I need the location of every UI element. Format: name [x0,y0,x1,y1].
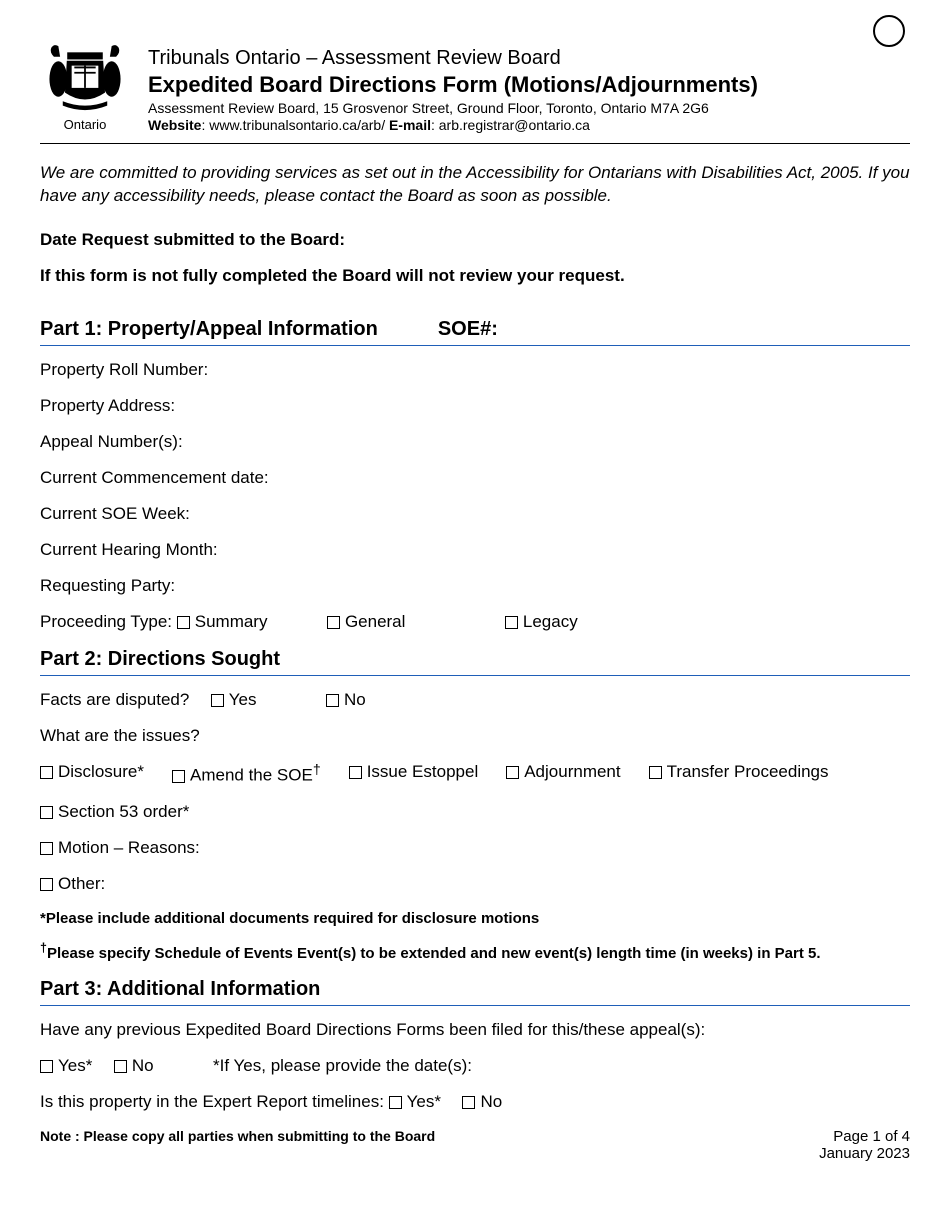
other-checkbox[interactable] [40,878,53,891]
dagger-text: Please specify Schedule of Events Event(… [47,945,821,962]
facts-no-option: No [344,690,366,709]
legacy-option: Legacy [523,612,578,631]
page-footer: Note : Please copy all parties when subm… [40,1128,910,1162]
issues-row-1: Disclosure* Amend the SOE† Issue Estoppe… [40,762,910,786]
soe-week-field: Current SOE Week: [40,504,910,524]
summary-option: Summary [195,612,268,631]
amend-soe-item: Amend the SOE† [172,762,321,786]
requesting-party-field: Requesting Party: [40,576,910,596]
facts-disputed-label: Facts are disputed? [40,690,189,709]
part2-title: Part 2: Directions Sought [40,648,910,671]
website-value: : www.tribunalsontario.ca/arb/ [201,117,389,133]
facts-yes-option: Yes [229,690,257,709]
amend-soe-dagger: † [313,762,321,778]
transfer-item: Transfer Proceedings [649,762,829,786]
previous-ebd-label: Have any previous Expedited Board Direct… [40,1020,910,1040]
section53-checkbox[interactable] [40,806,53,819]
issue-estoppel-option: Issue Estoppel [367,762,479,781]
amend-soe-checkbox[interactable] [172,770,185,783]
section53-row: Section 53 order* [40,802,910,822]
disclosure-checkbox[interactable] [40,766,53,779]
if-yes-label: *If Yes, please provide the date(s): [213,1056,472,1075]
crest-label: Ontario [64,117,107,132]
accessibility-notice: We are committed to providing services a… [40,162,910,208]
transfer-option: Transfer Proceedings [667,762,829,781]
expert-yes-checkbox[interactable] [389,1096,402,1109]
previous-no-checkbox[interactable] [114,1060,127,1073]
disclosure-option: Disclosure* [58,762,144,781]
previous-yes-checkbox[interactable] [40,1060,53,1073]
commencement-date-field: Current Commencement date: [40,468,910,488]
header-divider [40,143,910,144]
org-name: Tribunals Ontario – Assessment Review Bo… [148,47,910,70]
amend-soe-option: Amend the SOE [190,766,313,785]
hearing-month-field: Current Hearing Month: [40,540,910,560]
page-number: Page 1 of 4 [819,1128,910,1145]
status-circle-icon [873,15,905,47]
other-row: Other: [40,874,910,894]
expert-report-row: Is this property in the Expert Report ti… [40,1092,910,1112]
asterisk-note: *Please include additional documents req… [40,910,910,927]
form-title: Expedited Board Directions Form (Motions… [148,72,910,98]
part3-title: Part 3: Additional Information [40,978,910,1001]
soe-number-label: SOE#: [438,318,498,341]
part3-divider [40,1005,910,1006]
footer-note: Note : Please copy all parties when subm… [40,1128,435,1144]
property-address-field: Property Address: [40,396,910,416]
legacy-checkbox[interactable] [505,616,518,629]
proceeding-type-label: Proceeding Type: [40,612,177,631]
motion-row: Motion – Reasons: [40,838,910,858]
issue-estoppel-checkbox[interactable] [349,766,362,779]
previous-yes-option: Yes* [58,1056,92,1075]
contact-line: Website: www.tribunalsontario.ca/arb/ E-… [148,117,910,133]
transfer-checkbox[interactable] [649,766,662,779]
part1-header-row: Part 1: Property/Appeal Information SOE#… [40,302,910,345]
facts-disputed-row: Facts are disputed? Yes No [40,690,910,710]
issue-estoppel-item: Issue Estoppel [349,762,479,786]
adjournment-checkbox[interactable] [506,766,519,779]
disclosure-item: Disclosure* [40,762,144,786]
adjournment-item: Adjournment [506,762,620,786]
issues-label: What are the issues? [40,726,910,746]
dagger-symbol: † [40,941,47,955]
summary-checkbox[interactable] [177,616,190,629]
part1-title: Part 1: Property/Appeal Information [40,318,378,341]
facts-no-checkbox[interactable] [326,694,339,707]
other-option: Other: [58,874,105,893]
email-label: E-mail [389,117,431,133]
adjournment-option: Adjournment [524,762,620,781]
ontario-crest: Ontario [40,35,130,135]
expert-no-checkbox[interactable] [462,1096,475,1109]
crest-icon [40,39,130,119]
expert-report-label: Is this property in the Expert Report ti… [40,1092,389,1111]
appeal-number-field: Appeal Number(s): [40,432,910,452]
property-roll-field: Property Roll Number: [40,360,910,380]
previous-no-option: No [132,1056,154,1075]
dagger-note: †Please specify Schedule of Events Event… [40,941,910,962]
general-option: General [345,612,405,631]
proceeding-type-row: Proceeding Type: Summary General Legacy [40,612,910,632]
email-value: : arb.registrar@ontario.ca [431,117,590,133]
section53-option: Section 53 order* [58,802,189,821]
completion-warning: If this form is not fully completed the … [40,266,910,286]
footer-right: Page 1 of 4 January 2023 [819,1128,910,1162]
date-request-label: Date Request submitted to the Board: [40,230,910,250]
footer-date: January 2023 [819,1145,910,1162]
part2-divider [40,675,910,676]
general-checkbox[interactable] [327,616,340,629]
facts-yes-checkbox[interactable] [211,694,224,707]
document-header: Ontario Tribunals Ontario – Assessment R… [40,35,910,135]
website-label: Website [148,117,201,133]
previous-ebd-row: Yes* No *If Yes, please provide the date… [40,1056,910,1076]
expert-yes-option: Yes* [407,1092,441,1111]
motion-option: Motion – Reasons: [58,838,200,857]
board-address: Assessment Review Board, 15 Grosvenor St… [148,100,910,116]
part1-divider [40,345,910,346]
header-text-block: Tribunals Ontario – Assessment Review Bo… [148,35,910,133]
expert-no-option: No [480,1092,502,1111]
motion-checkbox[interactable] [40,842,53,855]
